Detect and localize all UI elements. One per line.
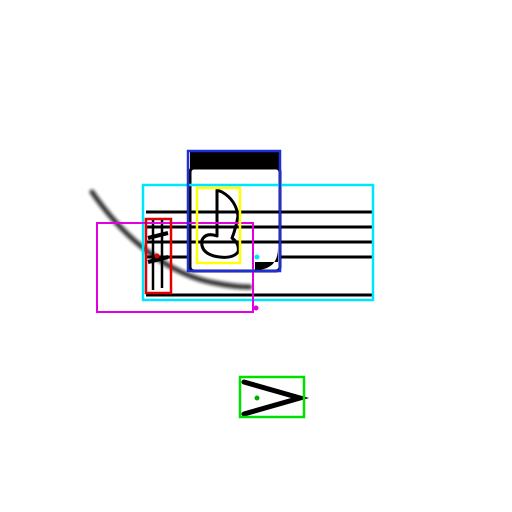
slur-curve [89, 189, 253, 290]
slur-region-box [96, 222, 254, 313]
note-symbol-top-bar [190, 152, 280, 168]
annotation-boxes [96, 149, 375, 419]
accent-region-box [238, 375, 306, 419]
accent-mark [241, 379, 310, 417]
accent-center-marker [254, 395, 260, 401]
note-center-marker [254, 254, 260, 260]
note-symbol-region-box [186, 149, 282, 273]
slur-center-marker [253, 305, 259, 311]
flag-glyph [200, 188, 240, 259]
sharp-sign [147, 218, 169, 290]
note-symbol-bottom-corner [255, 248, 278, 270]
flag-region-box [195, 186, 242, 265]
sharp-center-marker [154, 253, 160, 259]
annotation-centers [154, 253, 260, 401]
staff-region-box [141, 183, 375, 302]
sharp-region-box [144, 217, 173, 295]
